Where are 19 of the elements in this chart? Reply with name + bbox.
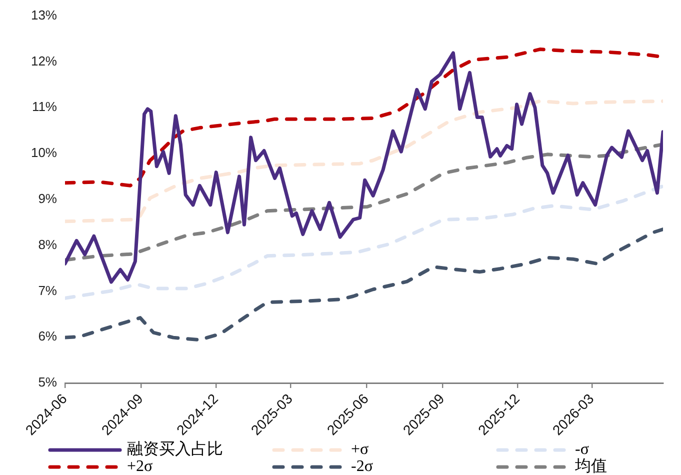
legend-label: 均值 <box>574 458 607 475</box>
line-series <box>65 99 663 224</box>
y-tick-label: 7% <box>38 282 58 298</box>
legend-label: 融资买入占比 <box>127 440 223 458</box>
y-tick-label: 12% <box>30 53 58 68</box>
y-tick-label: 11% <box>32 99 58 114</box>
line-series <box>65 142 663 262</box>
y-tick-label: 5% <box>38 374 58 390</box>
legend-label: -2σ <box>351 458 374 475</box>
legend-label: +2σ <box>127 458 154 475</box>
y-tick-label: 10% <box>30 145 58 160</box>
legend-label: +σ <box>351 441 370 458</box>
y-tick-label: 6% <box>38 328 58 344</box>
legend-label: -σ <box>575 441 590 458</box>
y-tick-label: 13% <box>30 7 58 22</box>
y-tick-label: 8% <box>38 236 58 252</box>
y-tick-label: 9% <box>38 190 58 206</box>
line-series <box>65 227 663 342</box>
line-series <box>65 184 663 300</box>
